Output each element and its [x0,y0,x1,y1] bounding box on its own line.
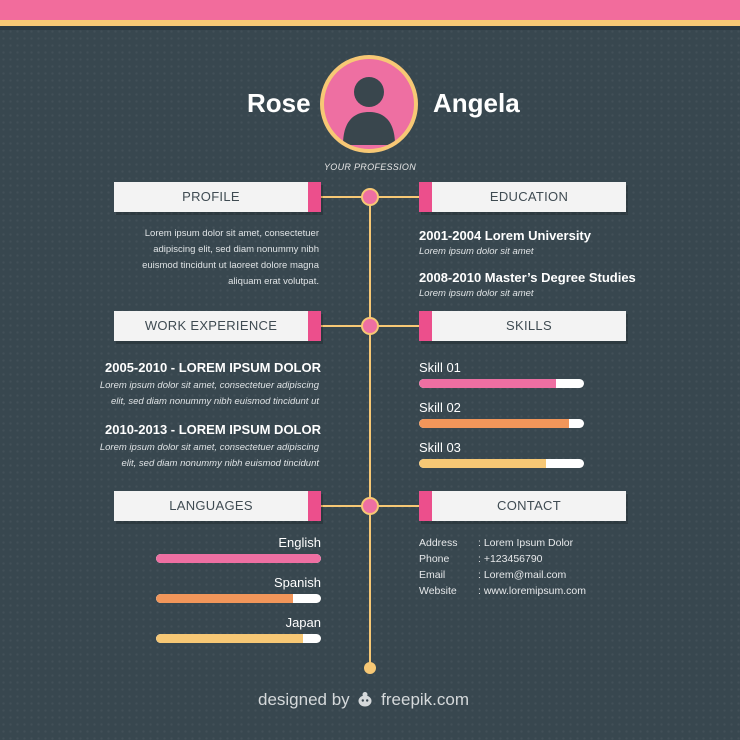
top-band-dark [0,26,740,30]
last-name: Angela [433,88,520,118]
contact-header: CONTACT [419,491,626,521]
profile-header: PROFILE [114,182,321,212]
education-title: 2008-2010 Master’s Degree Studies [419,270,636,285]
profile-header-label: PROFILE [182,189,240,204]
language-bar-fill [156,634,303,643]
profile-line: aliquam erat volutpat. [228,276,319,287]
footer-brand: freepik.com [381,690,470,709]
skill-bar [419,459,584,468]
header-accent-tab [308,182,321,212]
work-header-label: WORK EXPERIENCE [144,318,278,333]
skill-bar [419,379,584,388]
language-label: Spanish [274,575,321,590]
contact-key: Phone [419,553,450,565]
skill-bar-fill [419,459,547,468]
contact-header-label: CONTACT [497,498,561,513]
header-accent-tab [419,491,432,521]
education-title: 2001-2004 Lorem University [419,228,591,243]
work-desc-line: elit, sed diam nonummy nibh euismod tinc… [110,396,319,407]
timeline-node [363,499,377,513]
profile-line: euismod tincidunt ut laoreet dolore magn… [142,260,319,271]
education-desc: Lorem ipsum dolor sit amet [419,246,534,257]
education-header: EDUCATION [419,182,626,212]
timeline-end-dot [364,662,376,674]
skill-bar [419,419,584,428]
contact-key: Website [419,585,457,597]
education-desc: Lorem ipsum dolor sit amet [419,288,534,299]
education-header-label: EDUCATION [489,189,569,204]
footer-prefix: designed by [258,690,350,709]
work-header: WORK EXPERIENCE [114,311,321,341]
work-title: 2005-2010 - LOREM IPSUM DOLOR [105,360,321,375]
footer-credit: designed by freepik.com [258,690,498,710]
profile-text: Lorem ipsum dolor sit amet, consectetuer… [100,226,319,290]
contact-key: Address [419,537,458,549]
work-desc-line: Lorem ipsum dolor sit amet, consectetuer… [99,380,319,391]
language-bar [156,634,321,643]
language-bar-fill [156,554,321,563]
contact-value: : Lorem@mail.com [478,569,567,581]
timeline-node [363,319,377,333]
contact-key: Email [419,569,446,581]
avatar-photo [324,59,414,149]
top-band-yellow [0,20,740,26]
profession: YOUR PROFESSION [323,162,416,172]
user-silhouette-icon [343,77,395,145]
skill-label: Skill 02 [419,400,461,415]
header-accent-tab [308,491,321,521]
contact-value: : +123456790 [478,553,543,565]
language-bar-fill [156,594,293,603]
work-desc-line: elit, sed diam nonummy nibh euismod tinc… [121,458,320,469]
header-accent-tab [419,311,432,341]
contact-value: : www.loremipsum.com [478,585,586,597]
timeline-line [369,190,371,668]
header-accent-tab [308,311,321,341]
timeline-node [363,190,377,204]
work-desc: Lorem ipsum dolor sit amet, consectetuer… [60,378,319,410]
first-name: Rose [247,88,311,118]
profile-line: Lorem ipsum dolor sit amet, consectetuer [144,228,319,239]
skills-header: SKILLS [419,311,626,341]
languages-header-label: LANGUAGES [169,498,253,513]
work-desc-line: Lorem ipsum dolor sit amet, consectetuer… [99,442,319,453]
freepik-mascot-icon [356,691,374,707]
skill-bar-fill [419,419,570,428]
top-band-pink [0,0,740,20]
skill-label: Skill 03 [419,440,461,455]
work-desc: Lorem ipsum dolor sit amet, consectetuer… [60,440,319,472]
skill-label: Skill 01 [419,360,461,375]
language-bar [156,554,321,563]
language-label: Japan [285,615,321,630]
header-accent-tab [419,182,432,212]
language-bar [156,594,321,603]
avatar [320,55,418,153]
skills-header-label: SKILLS [506,318,552,333]
language-label: English [278,535,321,550]
contact-value: : Lorem Ipsum Dolor [478,537,574,549]
profile-line: adipiscing elit, sed diam nonummy nibh [153,244,319,255]
work-title: 2010-2013 - LOREM IPSUM DOLOR [105,422,321,437]
languages-header: LANGUAGES [114,491,321,521]
skill-bar-fill [419,379,556,388]
